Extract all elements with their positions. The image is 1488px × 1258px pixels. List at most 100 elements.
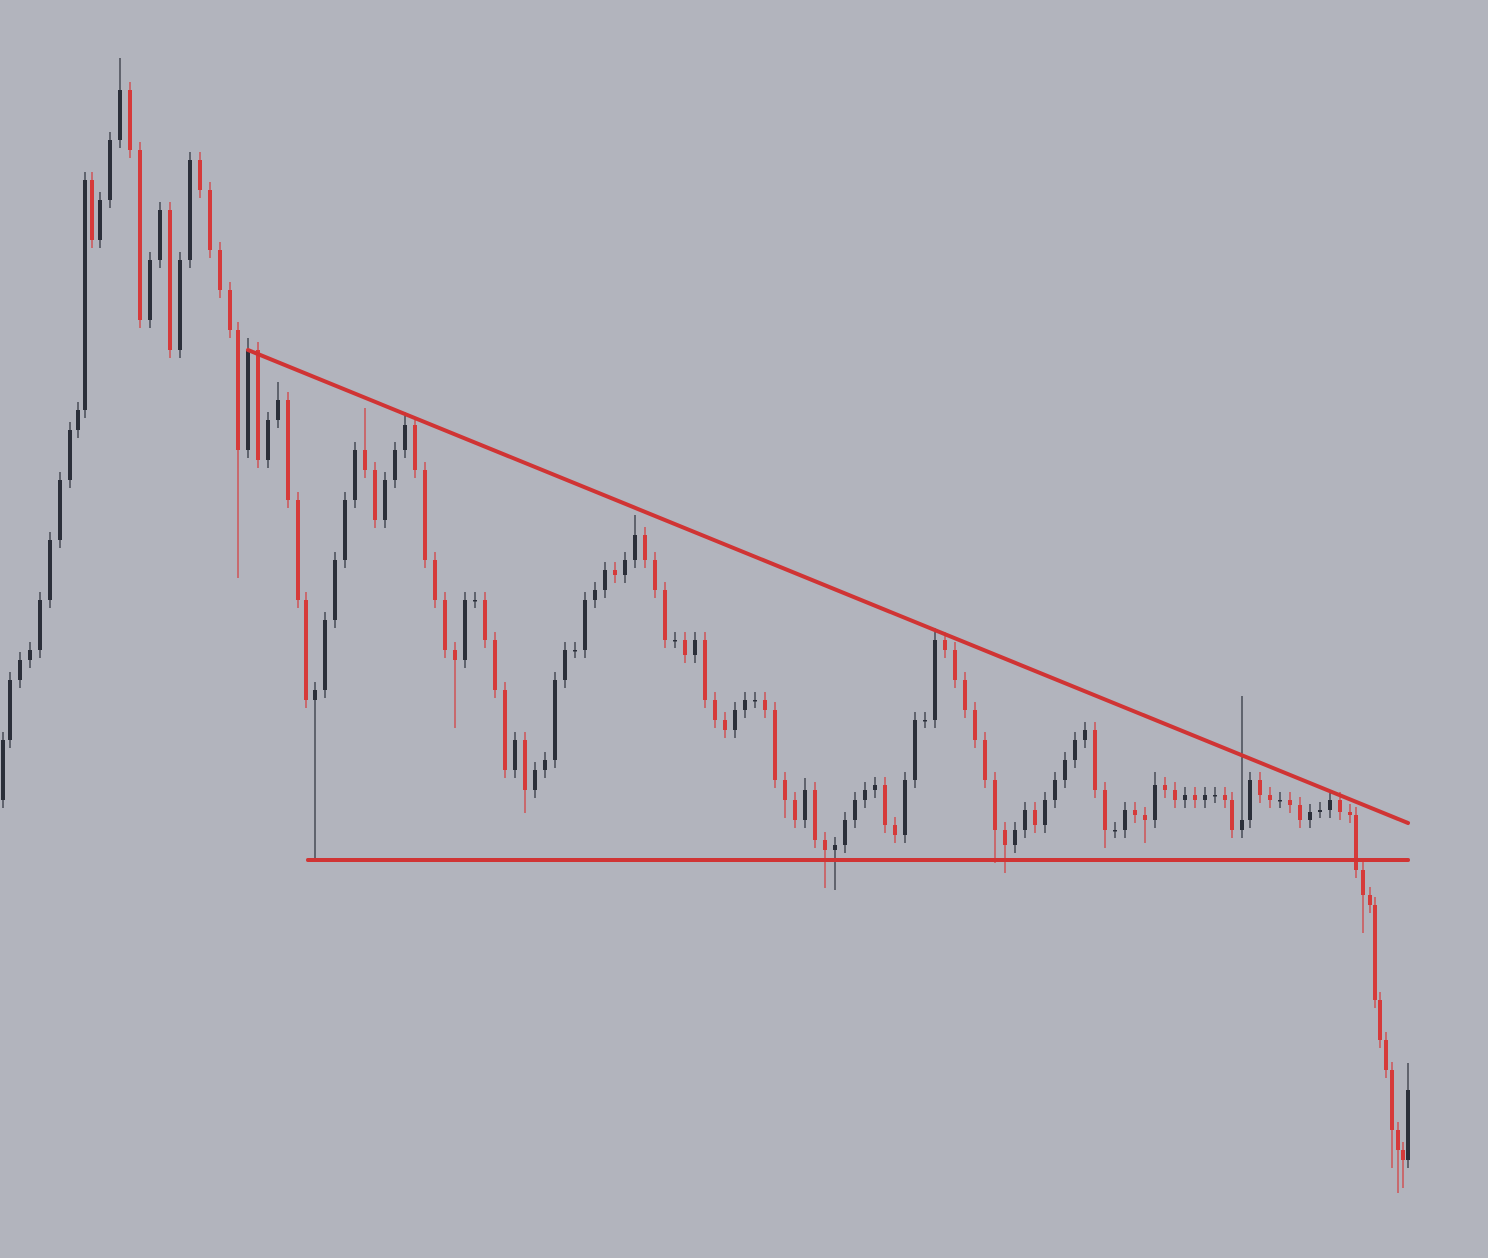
candle-body xyxy=(613,570,617,575)
candle-body xyxy=(623,560,627,575)
candle-body xyxy=(853,800,857,820)
candle-body xyxy=(473,600,477,602)
candle-body xyxy=(783,780,787,800)
candle-body xyxy=(1258,780,1262,795)
candle-body xyxy=(256,350,260,460)
candle-body xyxy=(1384,1040,1388,1070)
candle-body xyxy=(1230,800,1234,830)
candle-body xyxy=(198,160,202,190)
candle-body xyxy=(108,140,112,200)
candle-body xyxy=(1401,1150,1405,1160)
candle-body xyxy=(1240,820,1244,830)
candle-body xyxy=(313,690,317,700)
candle-body xyxy=(1093,730,1097,790)
candle-body xyxy=(803,790,807,820)
candle-body xyxy=(218,250,222,290)
candle-body xyxy=(393,450,397,480)
candle-body xyxy=(533,770,537,790)
candle-body xyxy=(863,790,867,800)
candle-body xyxy=(1013,830,1017,845)
candle-body xyxy=(583,600,587,650)
candle-body xyxy=(953,650,957,680)
candle-body xyxy=(1173,790,1177,800)
candle-body xyxy=(993,780,997,830)
candle-body xyxy=(38,600,42,650)
candle-body xyxy=(543,760,547,770)
candle-body xyxy=(1298,805,1302,820)
candle-body xyxy=(246,350,250,450)
candle-body xyxy=(1033,810,1037,825)
candle-body xyxy=(403,425,407,450)
candle-body xyxy=(1390,1070,1394,1130)
candle-body xyxy=(158,210,162,260)
candle-body xyxy=(883,785,887,825)
candle-body xyxy=(933,640,937,720)
candle-body xyxy=(1133,810,1137,815)
candle-body xyxy=(383,480,387,520)
candle-body xyxy=(893,825,897,835)
candle-body xyxy=(513,740,517,770)
candle-body xyxy=(1003,830,1007,845)
candle-body xyxy=(1103,790,1107,830)
candle-body xyxy=(266,420,270,460)
candle-body xyxy=(28,650,32,660)
candle-body xyxy=(1053,780,1057,800)
candle-body xyxy=(1143,815,1147,820)
candle-body xyxy=(823,840,827,850)
candle-body xyxy=(343,500,347,560)
candle-body xyxy=(1193,795,1197,800)
candle-body xyxy=(593,590,597,600)
candle-body xyxy=(753,700,757,702)
candle-body xyxy=(208,190,212,250)
candle-body xyxy=(843,820,847,845)
candle-body xyxy=(1223,795,1227,800)
candle-body xyxy=(168,210,172,350)
candle-body xyxy=(653,560,657,590)
candle-body xyxy=(1268,795,1272,800)
candle-body xyxy=(1248,780,1252,820)
candle-body xyxy=(58,480,62,540)
candle-body xyxy=(973,710,977,740)
candle-body xyxy=(1163,785,1167,790)
candle-body xyxy=(8,680,12,740)
candle-body xyxy=(923,720,927,722)
candle-body xyxy=(503,690,507,770)
candle-body xyxy=(118,90,122,140)
candle-body xyxy=(563,650,567,680)
candle-body xyxy=(1113,830,1117,832)
candle-body xyxy=(333,560,337,620)
candle-body xyxy=(1318,810,1322,812)
candle-body xyxy=(643,535,647,560)
candle-body xyxy=(763,700,767,710)
candle-body xyxy=(1373,905,1377,1000)
candle-body xyxy=(1203,795,1207,800)
candle-body xyxy=(693,640,697,655)
candle-body xyxy=(276,400,280,420)
candle-body xyxy=(1278,800,1282,802)
candle-body xyxy=(323,620,327,690)
candle-body xyxy=(413,425,417,470)
candle-body xyxy=(296,500,300,600)
candle-body xyxy=(228,290,232,330)
candle-body xyxy=(913,720,917,780)
candle-body xyxy=(1308,812,1312,820)
candle-body xyxy=(373,470,377,520)
candle-body xyxy=(353,450,357,500)
candle-body xyxy=(773,710,777,780)
candle-body xyxy=(493,640,497,690)
candle-body xyxy=(723,720,727,730)
candle-body xyxy=(633,535,637,560)
candle-body xyxy=(90,180,94,240)
candle-body xyxy=(1073,740,1077,760)
candle-body xyxy=(1023,810,1027,830)
candle-body xyxy=(703,640,707,700)
candle-body xyxy=(1213,795,1217,797)
candle-body xyxy=(76,410,80,430)
candle-body xyxy=(1288,800,1292,805)
candle-body xyxy=(423,470,427,560)
candle-body xyxy=(1348,812,1352,815)
candle-body xyxy=(603,570,607,590)
